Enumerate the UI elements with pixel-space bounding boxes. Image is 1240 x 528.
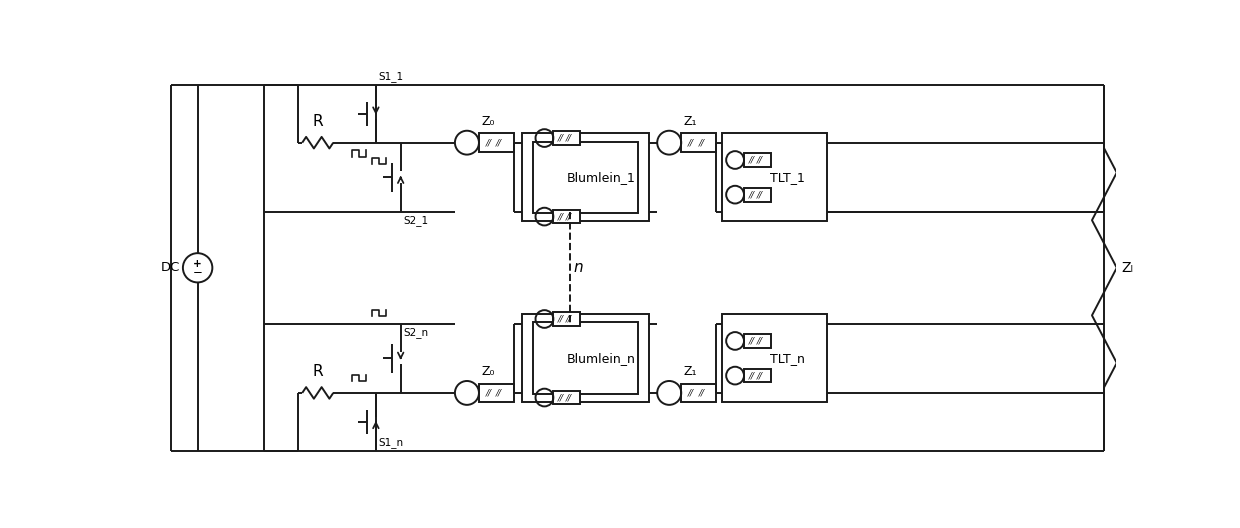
Text: DC: DC (160, 261, 180, 274)
Text: //: // (558, 315, 564, 324)
Text: Z₁: Z₁ (683, 115, 697, 128)
Text: S2_n: S2_n (403, 327, 428, 337)
Bar (553, 131, 580, 145)
Text: Blumlein_1: Blumlein_1 (567, 171, 635, 184)
Bar (479, 384, 513, 402)
Bar (522, 314, 650, 402)
Text: //: // (558, 134, 564, 143)
Bar (522, 134, 650, 221)
Text: Z₁: Z₁ (683, 365, 697, 378)
Text: TLT_n: TLT_n (770, 352, 805, 365)
Text: //: // (688, 389, 694, 398)
Text: //: // (756, 155, 763, 165)
Text: +: + (193, 259, 202, 269)
Bar (553, 312, 580, 326)
Text: //: // (486, 389, 492, 398)
Bar (533, 323, 637, 394)
Text: //: // (496, 389, 502, 398)
Text: n: n (574, 260, 584, 275)
Bar (722, 134, 827, 221)
Text: Z₀: Z₀ (481, 115, 495, 128)
Bar (553, 210, 580, 223)
Bar (533, 142, 637, 213)
Text: //: // (567, 315, 572, 324)
Bar (681, 384, 717, 402)
Text: −: − (192, 266, 202, 279)
Text: //: // (756, 190, 763, 199)
Text: //: // (749, 336, 755, 345)
Text: //: // (567, 134, 572, 143)
Text: //: // (688, 138, 694, 147)
Text: S1_n: S1_n (378, 437, 403, 448)
Bar (479, 134, 513, 152)
Bar (744, 153, 771, 167)
Bar (744, 369, 771, 382)
Text: //: // (567, 393, 572, 402)
Text: //: // (567, 212, 572, 221)
Text: TLT_1: TLT_1 (770, 171, 805, 184)
Text: //: // (749, 190, 755, 199)
Text: //: // (698, 138, 704, 147)
Text: //: // (486, 138, 492, 147)
Text: R: R (312, 364, 324, 379)
Text: S2_1: S2_1 (403, 215, 428, 226)
Bar (744, 334, 771, 348)
Text: //: // (698, 389, 704, 398)
Bar (681, 134, 717, 152)
Text: R: R (312, 114, 324, 129)
Text: //: // (749, 155, 755, 165)
Text: //: // (496, 138, 502, 147)
Text: //: // (749, 371, 755, 380)
Bar (553, 391, 580, 404)
Text: //: // (756, 371, 763, 380)
Text: Z₀: Z₀ (481, 365, 495, 378)
Text: //: // (756, 336, 763, 345)
Text: //: // (558, 212, 564, 221)
Bar (744, 188, 771, 202)
Text: //: // (558, 393, 564, 402)
Bar (722, 314, 827, 402)
Text: S1_1: S1_1 (378, 71, 403, 82)
Text: Zₗ: Zₗ (1121, 261, 1133, 275)
Text: Blumlein_n: Blumlein_n (567, 352, 635, 365)
